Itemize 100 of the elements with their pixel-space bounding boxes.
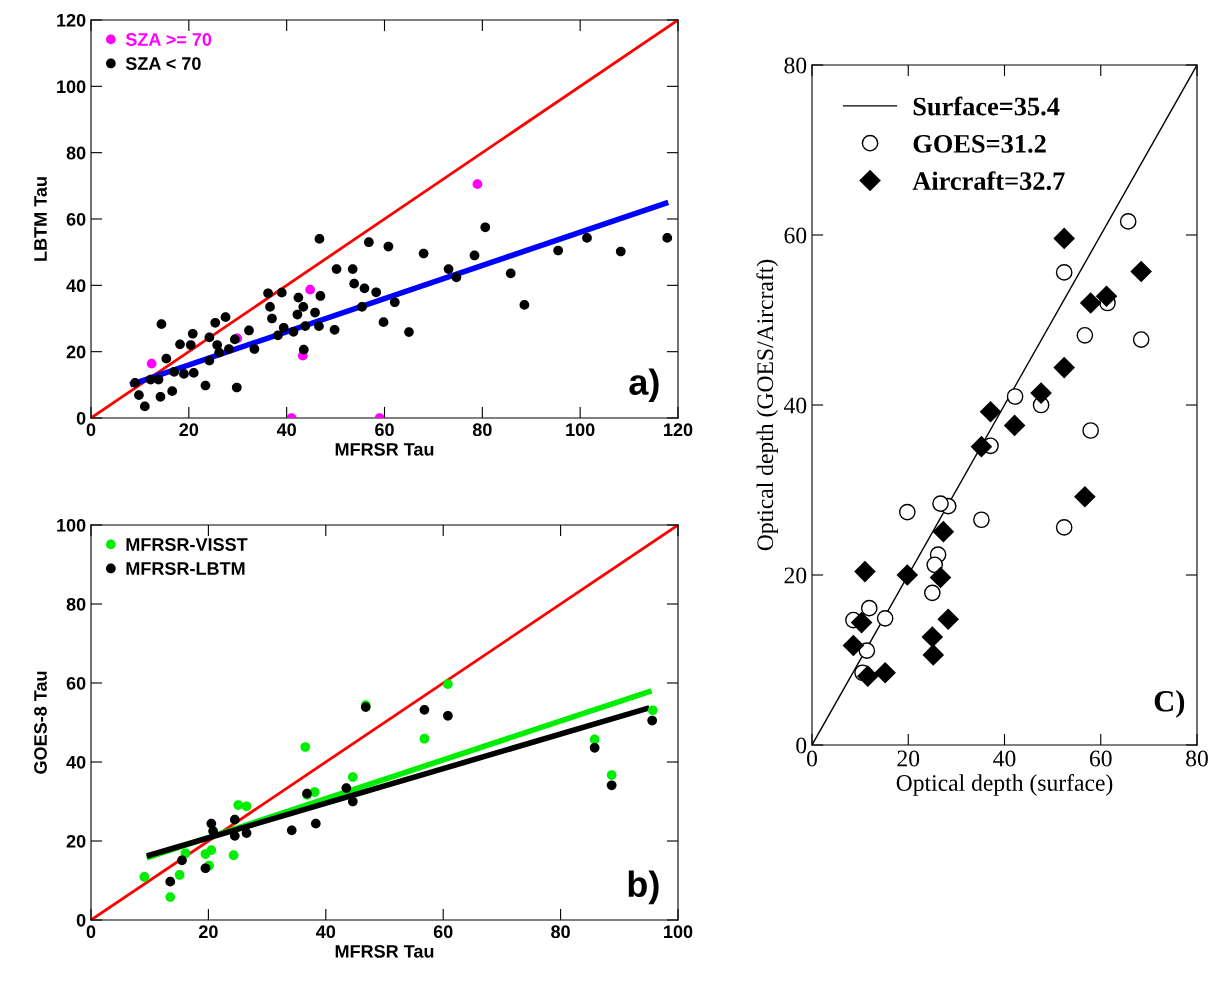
- point: [286, 825, 297, 836]
- point: [1030, 382, 1052, 404]
- point: [443, 710, 453, 721]
- point: [165, 876, 176, 887]
- y-tick-label: 0: [76, 411, 86, 425]
- x-axis-title: MFRSR Tau: [335, 442, 434, 456]
- point: [929, 566, 952, 589]
- point: [241, 801, 252, 812]
- x-tick-label: 20: [198, 925, 218, 939]
- point: [229, 814, 240, 825]
- legend-label: SZA < 70: [125, 57, 201, 70]
- y-tick-label: 40: [783, 397, 807, 414]
- x-tick-label: 20: [897, 750, 920, 767]
- point: [310, 818, 321, 829]
- y-tick-label: 100: [57, 518, 86, 532]
- point: [347, 772, 358, 782]
- point: [979, 401, 1002, 423]
- legend-label: SZA >= 70: [125, 33, 212, 46]
- legend-label: Aircraft=32.7: [912, 171, 1065, 191]
- point: [241, 828, 252, 838]
- point: [850, 611, 873, 634]
- point: [858, 642, 876, 659]
- point: [177, 855, 187, 866]
- x-tick-label: 40: [993, 750, 1016, 767]
- point: [970, 435, 993, 458]
- legend-label: GOES=31.2: [913, 134, 1046, 153]
- point: [419, 733, 430, 744]
- annotation: b): [628, 870, 659, 905]
- point: [876, 610, 894, 627]
- legend-label: Surface=35.4: [913, 96, 1060, 116]
- point: [305, 284, 316, 295]
- y-tick-label: 80: [66, 597, 86, 611]
- point: [208, 826, 218, 836]
- point: [228, 850, 239, 861]
- y-tick-label: 0: [76, 913, 86, 927]
- point: [1095, 285, 1118, 307]
- point: [300, 742, 311, 752]
- point: [1079, 292, 1102, 314]
- point: [973, 511, 990, 529]
- x-tick-label: 60: [375, 423, 394, 437]
- y-axis-title: LBTM Tau: [34, 177, 47, 261]
- point: [419, 705, 430, 715]
- point: [1076, 326, 1094, 344]
- x-tick-label: 0: [86, 925, 96, 939]
- point: [1053, 227, 1075, 250]
- point: [606, 780, 617, 791]
- point: [937, 608, 959, 630]
- x-tick-label: 120: [664, 423, 693, 437]
- point: [1132, 331, 1150, 348]
- x-tick-label: 100: [664, 925, 693, 939]
- y-tick-label: 80: [66, 146, 86, 160]
- point: [932, 520, 955, 543]
- point: [174, 870, 185, 880]
- y-axis-title: Optical depth (GOES/Aircraft): [756, 259, 778, 551]
- point: [932, 495, 949, 512]
- point: [1130, 260, 1152, 283]
- y-tick-label: 20: [66, 345, 86, 359]
- point: [842, 634, 865, 657]
- point: [857, 665, 879, 687]
- point: [146, 358, 157, 369]
- x-tick-label: 20: [179, 423, 199, 437]
- point: [341, 783, 352, 793]
- x-axis-title: Optical depth (surface): [896, 774, 1113, 796]
- y-tick-label: 120: [57, 13, 86, 27]
- point: [1055, 264, 1073, 281]
- point: [854, 560, 876, 583]
- y-tick-label: 60: [66, 676, 86, 690]
- point: [1006, 388, 1024, 405]
- point: [200, 863, 211, 874]
- annotation: C): [1154, 690, 1185, 718]
- x-tick-label: 60: [1089, 750, 1112, 767]
- point: [1119, 213, 1137, 230]
- legend-label: MFRSR-LBTM: [126, 562, 245, 575]
- y-tick-label: 20: [784, 567, 807, 584]
- x-tick-label: 100: [566, 423, 595, 437]
- y-tick-label: 60: [66, 212, 86, 226]
- point: [139, 872, 150, 882]
- point: [589, 742, 600, 753]
- legend-label: MFRSR-VISST: [126, 538, 248, 551]
- y-tick-label: 40: [66, 279, 86, 293]
- point: [922, 644, 945, 666]
- x-tick-label: 60: [433, 925, 453, 939]
- x-tick-label: 80: [551, 925, 570, 939]
- y-tick-label: 20: [66, 834, 86, 848]
- y-tick-label: 60: [784, 227, 807, 244]
- point: [472, 179, 483, 190]
- point: [1082, 422, 1099, 439]
- y-axis-title: GOES-8 Tau: [34, 671, 47, 774]
- annotation: a): [629, 368, 659, 403]
- x-tick-label: 80: [1186, 750, 1208, 767]
- point: [165, 892, 176, 902]
- point: [921, 626, 944, 648]
- point: [647, 705, 658, 716]
- x-tick-label: 0: [86, 423, 96, 437]
- point: [898, 503, 916, 521]
- x-axis-title: MFRSR Tau: [335, 944, 434, 958]
- point: [1003, 414, 1026, 437]
- point: [647, 715, 658, 726]
- y-tick-label: 80: [784, 57, 807, 74]
- point: [347, 796, 358, 807]
